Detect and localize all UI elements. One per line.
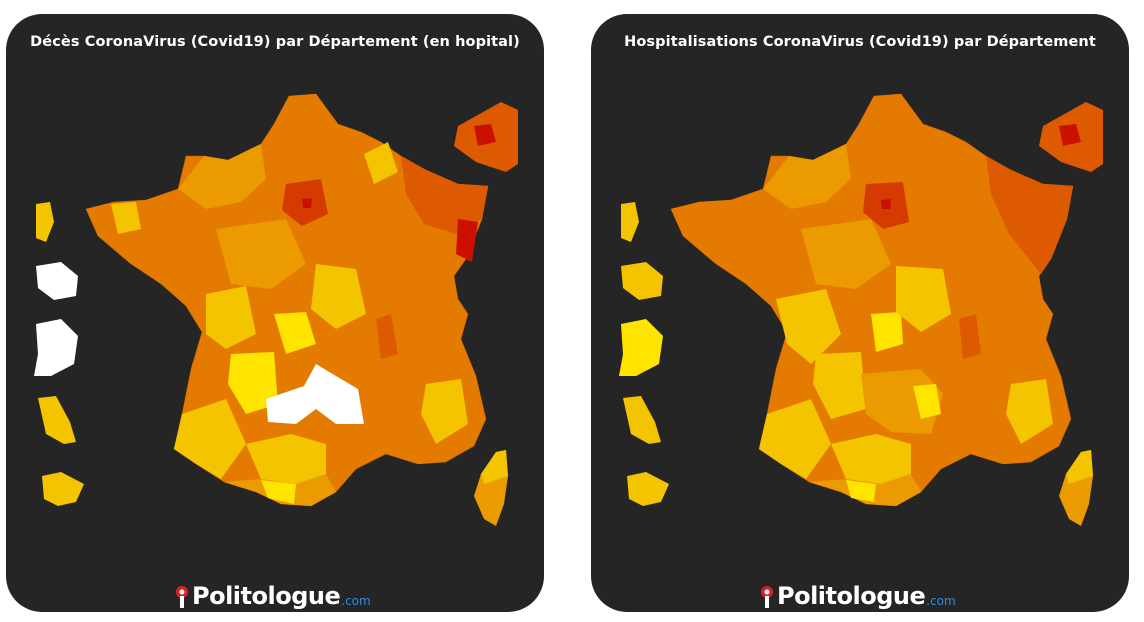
region-med: [356, 424, 446, 464]
deaths-map: [34, 93, 518, 526]
region-midi: [246, 434, 326, 484]
region-grand-est: [401, 156, 488, 234]
corsica-north: [481, 450, 508, 484]
region-nord: [268, 94, 338, 162]
overseas-reunion: [623, 396, 661, 444]
inset-moselle-core: [1059, 124, 1081, 146]
region-auvergne: [311, 264, 366, 329]
brand-logo[interactable]: Politologue .com: [174, 574, 371, 610]
inset-moselle-core: [474, 124, 496, 146]
region-no-data: [266, 364, 364, 424]
rooster-icon: [759, 580, 775, 610]
region-midi: [831, 434, 911, 484]
region-aquitaine: [759, 399, 831, 479]
region-poitou-yellow: [206, 286, 256, 349]
region-west-yellow: [111, 202, 141, 234]
region-center: [801, 219, 891, 289]
overseas-martinique: [621, 262, 663, 300]
overseas-guadeloupe: [36, 202, 54, 242]
brand-tld: .com: [341, 594, 371, 608]
region-gironde: [192, 359, 226, 409]
region-brittany: [671, 189, 771, 264]
corsica-north: [1066, 450, 1093, 484]
region-dordogne: [813, 352, 866, 419]
region-rhone-dark: [959, 314, 981, 359]
region-center: [216, 219, 306, 289]
region-nord: [853, 94, 923, 162]
deaths-map-title: Décès CoronaVirus (Covid19) par Départem…: [30, 34, 520, 50]
region-normandy: [178, 144, 266, 209]
rooster-icon: [174, 580, 190, 610]
region-pyrenees-yellow: [261, 480, 296, 504]
region-alps-yellow: [1006, 379, 1053, 444]
region-central-south-yellow: [913, 384, 941, 419]
hospitalisations-map: [619, 93, 1103, 526]
region-med: [941, 424, 1031, 464]
brand-name: Politologue: [192, 582, 341, 610]
region-limousin-yellow: [274, 312, 316, 354]
hospitalisations-map-title: Hospitalisations CoronaVirus (Covid19) p…: [624, 34, 1096, 50]
overseas-guadeloupe: [621, 202, 639, 242]
overseas-martinique: [36, 262, 78, 300]
region-alps-yellow: [421, 379, 468, 444]
overseas-guyane: [34, 319, 78, 376]
region-rhone-dark: [376, 314, 398, 359]
region-paris-core: [881, 199, 891, 209]
overseas-guyane: [619, 319, 663, 376]
region-gironde: [777, 359, 811, 409]
overseas-reunion: [38, 396, 76, 444]
region-normandy: [763, 144, 851, 209]
region-grand-est: [986, 156, 1073, 274]
region-west-yellow: [776, 289, 841, 364]
brand-logo[interactable]: Politologue .com: [759, 574, 956, 610]
region-paris-core: [302, 198, 312, 208]
region-aquitaine: [174, 399, 246, 479]
region-limousin-yellow: [871, 312, 903, 352]
brand-name: Politologue: [777, 582, 926, 610]
region-ardennes: [364, 142, 398, 184]
region-alsace: [456, 219, 478, 262]
hospitalisations-map-card: Hospitalisations CoronaVirus (Covid19) p…: [591, 14, 1129, 612]
region-dordogne: [228, 352, 278, 414]
brand-tld: .com: [926, 594, 956, 608]
region-auvergne: [896, 266, 951, 332]
region-pyrenees-yellow: [846, 480, 876, 502]
deaths-map-card: Décès CoronaVirus (Covid19) par Départem…: [6, 14, 544, 612]
overseas-mayotte: [42, 472, 84, 506]
overseas-mayotte: [627, 472, 669, 506]
